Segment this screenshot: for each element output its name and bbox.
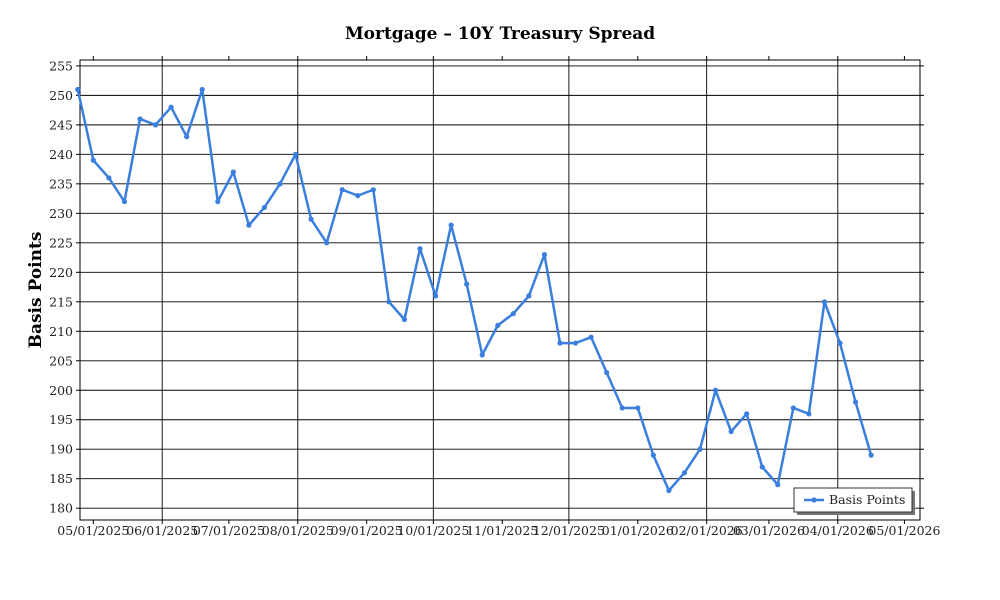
- data-point: [246, 222, 252, 228]
- data-point: [526, 293, 532, 299]
- data-point: [775, 482, 781, 488]
- data-point: [339, 187, 345, 193]
- x-tick-label: 08/01/2025: [262, 523, 334, 538]
- data-point: [852, 399, 859, 405]
- data-point: [712, 387, 719, 393]
- data-point: [292, 151, 299, 157]
- legend-marker-sample: [811, 497, 817, 503]
- data-point: [666, 487, 672, 494]
- data-point: [557, 340, 563, 346]
- y-tick-label: 205: [49, 353, 73, 368]
- data-point: [215, 198, 221, 205]
- y-tick-label: 190: [49, 442, 73, 457]
- x-tick-label: 11/01/2025: [466, 523, 538, 538]
- data-point: [821, 299, 828, 305]
- data-point: [495, 322, 501, 328]
- data-point: [837, 340, 843, 346]
- data-point: [728, 428, 734, 435]
- y-tick-label: 200: [49, 383, 73, 398]
- x-tick-label: 05/01/2026: [868, 523, 940, 538]
- x-tick-label: 06/01/2025: [126, 523, 198, 538]
- data-point: [90, 157, 96, 163]
- y-tick-label: 185: [49, 471, 73, 486]
- y-tick-label: 180: [49, 501, 73, 516]
- data-point: [744, 411, 750, 417]
- x-tick-label: 01/01/2026: [602, 523, 674, 538]
- legend: Basis Points: [793, 487, 915, 515]
- y-tick-label: 240: [49, 147, 73, 162]
- data-point: [541, 252, 548, 258]
- data-point: [588, 334, 594, 340]
- data-point: [572, 340, 579, 346]
- data-point: [106, 175, 112, 181]
- data-point: [401, 316, 408, 323]
- data-point: [510, 310, 516, 317]
- data-point: [199, 86, 205, 93]
- y-tick-label: 195: [49, 412, 73, 427]
- x-tick-label: 02/01/2026: [671, 523, 743, 538]
- data-point: [355, 193, 361, 199]
- data-point: [417, 246, 423, 252]
- y-tick-label: 230: [49, 206, 73, 221]
- data-point: [121, 198, 128, 205]
- data-point: [168, 104, 174, 110]
- data-point: [868, 452, 874, 458]
- x-tick-label: 07/01/2025: [193, 523, 265, 538]
- x-tick-label: 04/01/2026: [802, 523, 874, 538]
- data-point: [230, 169, 236, 175]
- chart-title: Mortgage – 10Y Treasury Spread: [345, 24, 655, 44]
- data-point: [261, 204, 268, 211]
- data-point: [806, 411, 812, 417]
- x-tick-label: 03/01/2026: [733, 523, 805, 538]
- data-point: [697, 446, 703, 452]
- data-point: [448, 222, 454, 228]
- data-point: [464, 281, 470, 287]
- x-tick-label: 09/01/2025: [331, 523, 403, 538]
- y-tick-label: 215: [49, 294, 73, 309]
- x-tick-label: 10/01/2025: [397, 523, 469, 538]
- series-line-basis-points: [76, 88, 873, 492]
- y-tick-label: 245: [49, 117, 73, 132]
- data-point: [681, 470, 688, 476]
- y-tick-label: 250: [49, 88, 73, 103]
- series: [75, 86, 874, 494]
- data-point: [152, 122, 159, 128]
- data-point: [75, 86, 81, 93]
- data-point: [308, 216, 314, 222]
- x-tick-label: 12/01/2025: [533, 523, 605, 538]
- y-axis-label: Basis Points: [26, 232, 46, 349]
- grid: [80, 60, 920, 520]
- data-point: [432, 293, 439, 299]
- x-tick-label: 05/01/2025: [57, 523, 129, 538]
- data-point: [386, 299, 392, 305]
- plot-area: [79, 59, 921, 521]
- legend-entry-basis-points: Basis Points: [829, 492, 905, 507]
- y-tick-label: 255: [49, 58, 73, 73]
- y-tick-label: 220: [49, 265, 73, 280]
- data-point: [324, 240, 330, 246]
- axes: 180 185 190 195 200 205 210 215 220 225 230 235 240 2…: [49, 56, 941, 538]
- data-point: [759, 464, 765, 470]
- data-point: [650, 452, 656, 458]
- data-point: [790, 405, 796, 411]
- y-tick-label: 210: [49, 324, 73, 339]
- data-point: [619, 405, 625, 411]
- data-point: [604, 369, 610, 376]
- data-point: [277, 181, 283, 187]
- data-point: [184, 134, 190, 140]
- y-tick-label: 235: [49, 176, 73, 191]
- data-point: [479, 352, 485, 358]
- data-point: [635, 405, 641, 411]
- data-point: [370, 187, 376, 193]
- data-point: [137, 116, 143, 122]
- y-tick-label: 225: [49, 235, 73, 250]
